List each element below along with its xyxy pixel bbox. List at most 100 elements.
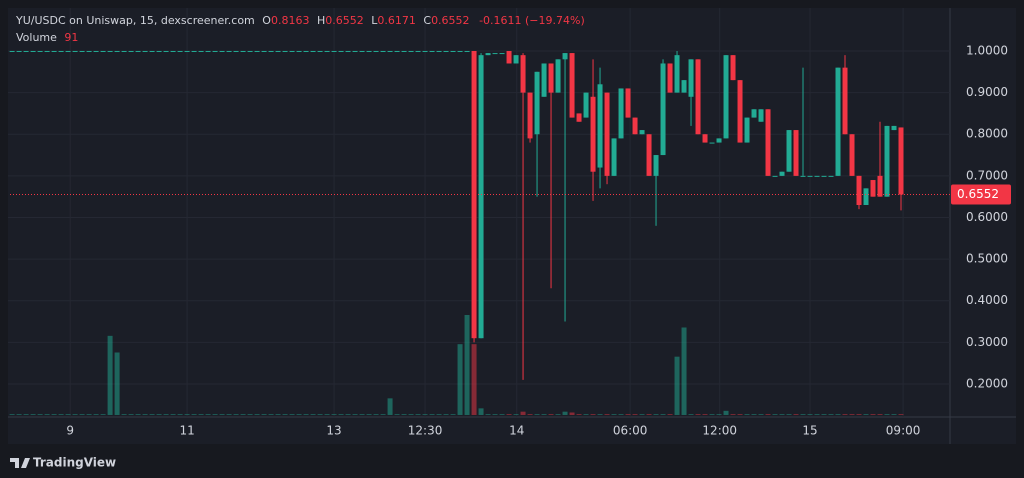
volume-bar	[737, 414, 743, 415]
volume-bar	[499, 414, 505, 415]
candle-body	[520, 55, 526, 93]
candle-body	[72, 50, 78, 52]
y-tick-label: 1.0000	[966, 43, 1008, 57]
candle-body	[765, 109, 771, 176]
candle-body	[856, 175, 862, 206]
candle-body	[128, 50, 134, 52]
candle-body	[345, 50, 351, 52]
candle-body	[170, 50, 176, 52]
candle-body	[604, 92, 610, 176]
volume-bar	[16, 414, 22, 415]
volume-bar	[44, 414, 50, 415]
volume-bar	[121, 414, 127, 415]
volume-bar	[282, 414, 288, 415]
y-tick-label: 0.4000	[966, 293, 1008, 307]
x-tick-label: 11	[179, 424, 194, 438]
volume-bar	[345, 414, 351, 415]
volume-bar	[562, 411, 568, 415]
candle-body	[786, 130, 792, 172]
candle-body	[100, 50, 106, 52]
volume-bar	[93, 414, 99, 415]
volume-bar	[9, 414, 15, 415]
candle-body	[443, 50, 449, 52]
candle-body	[618, 88, 624, 139]
candle-body	[16, 50, 22, 52]
volume-bar	[471, 344, 477, 415]
volume-bar	[821, 414, 827, 415]
volume-bar	[380, 414, 386, 415]
candle-body	[184, 50, 190, 52]
last-price-badge	[951, 184, 1011, 205]
volume-bar	[891, 414, 897, 415]
volume-bar	[611, 414, 617, 415]
candle-body	[828, 175, 834, 177]
volume-bar	[870, 414, 876, 415]
candle-body	[275, 50, 281, 52]
volume-bar	[814, 414, 820, 415]
candle-body	[156, 50, 162, 52]
volume-bar	[79, 414, 85, 415]
volume-bar	[156, 414, 162, 415]
volume-label: Volume	[16, 31, 57, 44]
candle-body	[219, 50, 225, 52]
volume-bar	[226, 414, 232, 415]
ohlc-key: H	[317, 14, 325, 27]
candle-body	[835, 67, 841, 176]
volume-bar	[527, 414, 533, 415]
y-tick-label: 0.7000	[966, 168, 1008, 182]
volume-bar	[800, 414, 806, 415]
volume-bar	[569, 412, 575, 415]
candle-body	[352, 50, 358, 52]
volume-bar	[485, 414, 491, 415]
candle-body	[149, 50, 155, 52]
volume-bar	[86, 414, 92, 415]
candle-body	[51, 50, 57, 52]
candle-body	[464, 50, 470, 52]
volume-bar	[331, 414, 337, 415]
candle-body	[625, 88, 631, 118]
volume-bar	[401, 414, 407, 415]
volume-bar	[240, 414, 246, 415]
candle-body	[499, 53, 505, 55]
x-tick-label: 09:00	[886, 424, 921, 438]
volume-bar	[793, 414, 799, 415]
candle-body	[506, 50, 512, 64]
candle-body	[303, 50, 309, 52]
candle-body	[702, 134, 708, 143]
x-tick-label: 12:00	[702, 424, 737, 438]
candle-body	[814, 175, 820, 177]
candle-body	[65, 50, 71, 52]
x-tick-label: 15	[802, 424, 817, 438]
volume-bar	[779, 414, 785, 415]
candle-body	[387, 50, 393, 52]
candle-body	[261, 50, 267, 52]
volume-bar	[842, 414, 848, 415]
volume-bar	[387, 398, 393, 415]
candle-body	[807, 175, 813, 177]
axes: 1.0000 0.9000 0.8000 0.7000 0.6000 0.5000 0.40…	[10, 43, 1011, 438]
volume-bar	[352, 414, 358, 415]
volume-bar	[247, 414, 253, 415]
candle-body	[233, 50, 239, 52]
brand-logo	[10, 458, 30, 468]
candle-body	[79, 50, 85, 52]
volume-bar	[51, 414, 57, 415]
candle-body	[534, 71, 540, 135]
volume-bar	[303, 414, 309, 415]
candle-body	[870, 180, 876, 197]
candle-body	[86, 50, 92, 52]
volume-bar	[513, 414, 519, 415]
volume-bar	[338, 414, 344, 415]
candle-body	[58, 50, 64, 52]
candle-body	[163, 50, 169, 52]
y-tick-label: 0.3000	[966, 335, 1008, 349]
y-tick-label: 0.2000	[966, 376, 1008, 390]
ohlc-key: L	[371, 14, 378, 27]
candle-body	[513, 55, 519, 64]
candle-body	[548, 63, 554, 93]
candle-body	[142, 50, 148, 52]
candle-body	[107, 50, 113, 52]
candle-body	[891, 125, 897, 131]
candle-body	[744, 117, 750, 143]
volume-bar	[184, 414, 190, 415]
